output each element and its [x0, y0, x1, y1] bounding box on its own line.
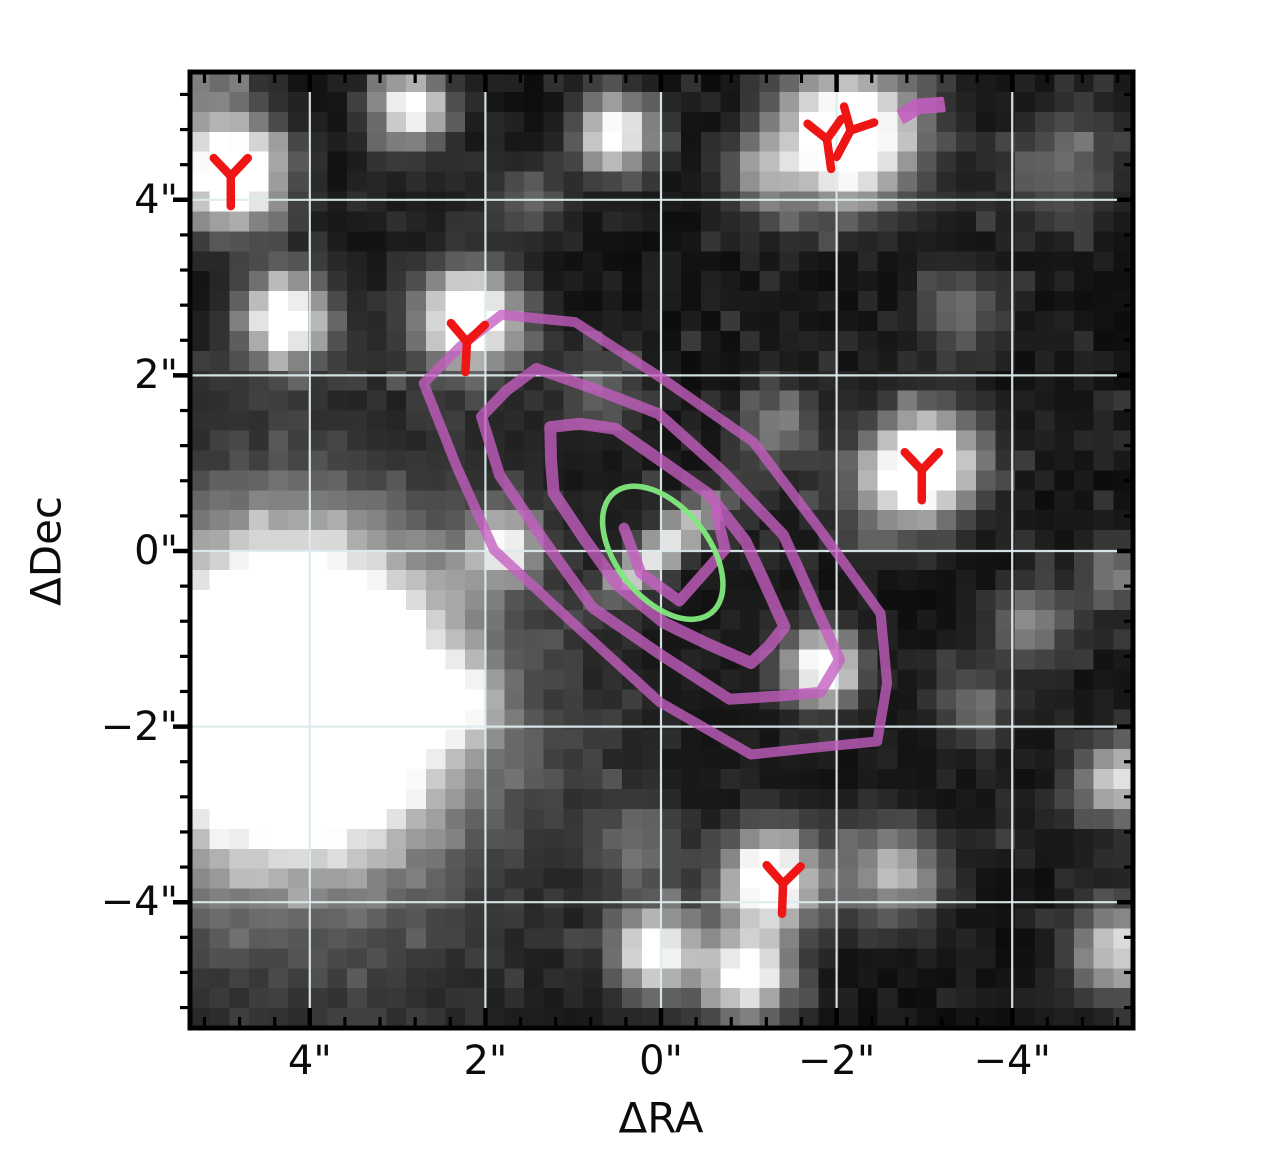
y-tick-label: 2"	[134, 352, 178, 399]
y-tick-label: 0"	[134, 528, 178, 574]
y-axis-title: ΔDec	[21, 495, 71, 607]
x-tick-label: 0"	[639, 1038, 683, 1084]
y-tick-label: −4"	[100, 879, 178, 926]
y-tick-label: 4"	[134, 176, 178, 223]
x-tick-label: 4"	[287, 1038, 332, 1084]
y-tick-label: −2"	[100, 703, 178, 750]
x-tick-label: −4"	[973, 1038, 1051, 1084]
x-axis-title: ΔRA	[618, 1093, 704, 1143]
sky-image	[190, 72, 1133, 1028]
x-tick-label: −2"	[797, 1038, 876, 1084]
x-tick-label: 2"	[463, 1038, 508, 1084]
